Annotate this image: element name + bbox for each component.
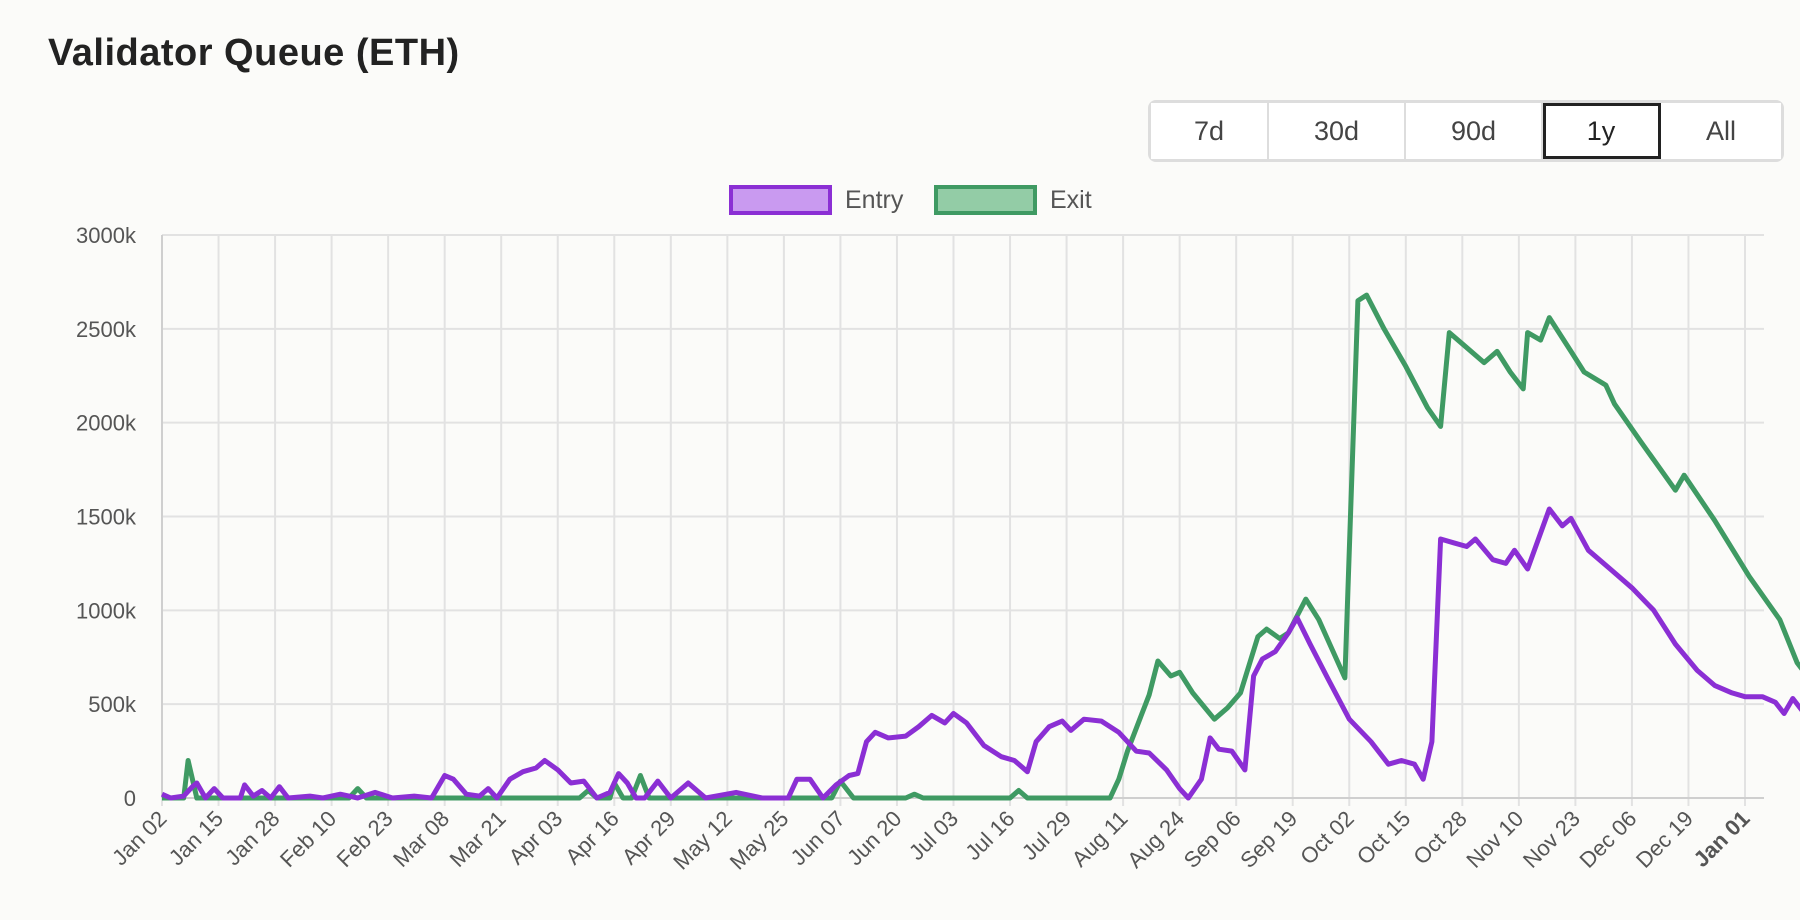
range-30d-button[interactable]: 30d: [1269, 103, 1406, 159]
y-tick-label: 2000k: [76, 411, 137, 436]
range-1y-button[interactable]: 1y: [1543, 103, 1661, 159]
x-tick-label: Dec 06: [1574, 806, 1641, 873]
y-tick-label: 2500k: [76, 317, 137, 342]
legend-label-exit: Exit: [1050, 186, 1092, 214]
legend-swatch-exit: [934, 185, 1037, 215]
x-tick-label: Sep 19: [1235, 806, 1302, 873]
x-tick-label: Jul 16: [960, 806, 1019, 865]
legend-item-exit[interactable]: Exit: [934, 185, 1092, 215]
x-tick-label: Apr 03: [504, 806, 568, 870]
x-tick-label: Jan 28: [220, 806, 284, 870]
series-lines: [160, 292, 1800, 801]
y-tick-label: 3000k: [76, 223, 137, 248]
series-line-exit: [162, 292, 1800, 801]
x-tick-label: Oct 02: [1295, 806, 1359, 870]
x-tick-label: May 12: [668, 806, 737, 875]
x-tick-label: May 25: [725, 806, 794, 875]
x-tick-label: Jan 02: [107, 806, 171, 870]
x-tick-label: Mar 21: [445, 806, 511, 872]
y-tick-label: 1000k: [76, 598, 137, 623]
x-tick-label: Aug 24: [1122, 806, 1189, 873]
range-7d-button[interactable]: 7d: [1151, 103, 1269, 159]
x-tick-label: Jun 07: [786, 806, 850, 870]
x-tick-label: Oct 15: [1352, 806, 1416, 870]
x-tick-label: Sep 06: [1179, 806, 1246, 873]
x-tick-label: Nov 23: [1518, 806, 1585, 873]
x-tick-label: Feb 23: [332, 806, 398, 872]
page-title: Validator Queue (ETH): [48, 32, 460, 74]
x-tick-label: Nov 10: [1461, 806, 1528, 873]
y-tick-label: 500k: [88, 692, 137, 717]
range-all-button[interactable]: All: [1661, 103, 1781, 159]
legend-swatch-entry: [729, 185, 832, 215]
y-axis: 0 500k 1000k 1500k 2000k 2500k 3000k: [76, 223, 163, 811]
x-tick-label: Jan 15: [164, 806, 228, 870]
x-tick-label: Jun 20: [842, 806, 906, 870]
legend: Entry Exit: [729, 185, 1092, 215]
x-tick-label: Apr 16: [560, 806, 624, 870]
y-tick-label: 0: [124, 786, 136, 811]
x-tick-label: Jan 01: [1688, 806, 1754, 872]
x-tick-label: Mar 08: [388, 806, 454, 872]
x-tick-label: Jul 29: [1017, 806, 1076, 865]
x-tick-label: Dec 19: [1631, 806, 1698, 873]
x-tick-label: Aug 11: [1067, 806, 1133, 872]
legend-label-entry: Entry: [845, 186, 904, 214]
range-90d-button[interactable]: 90d: [1406, 103, 1543, 159]
series-line-entry: [160, 506, 1800, 801]
legend-item-entry[interactable]: Entry: [729, 185, 904, 215]
x-tick-label: Jul 03: [904, 806, 963, 865]
y-tick-label: 1500k: [76, 505, 137, 530]
x-tick-label: Oct 28: [1408, 806, 1472, 870]
x-tick-label: Feb 10: [275, 806, 341, 872]
time-range-selector: 7d 30d 90d 1y All: [1148, 100, 1784, 162]
